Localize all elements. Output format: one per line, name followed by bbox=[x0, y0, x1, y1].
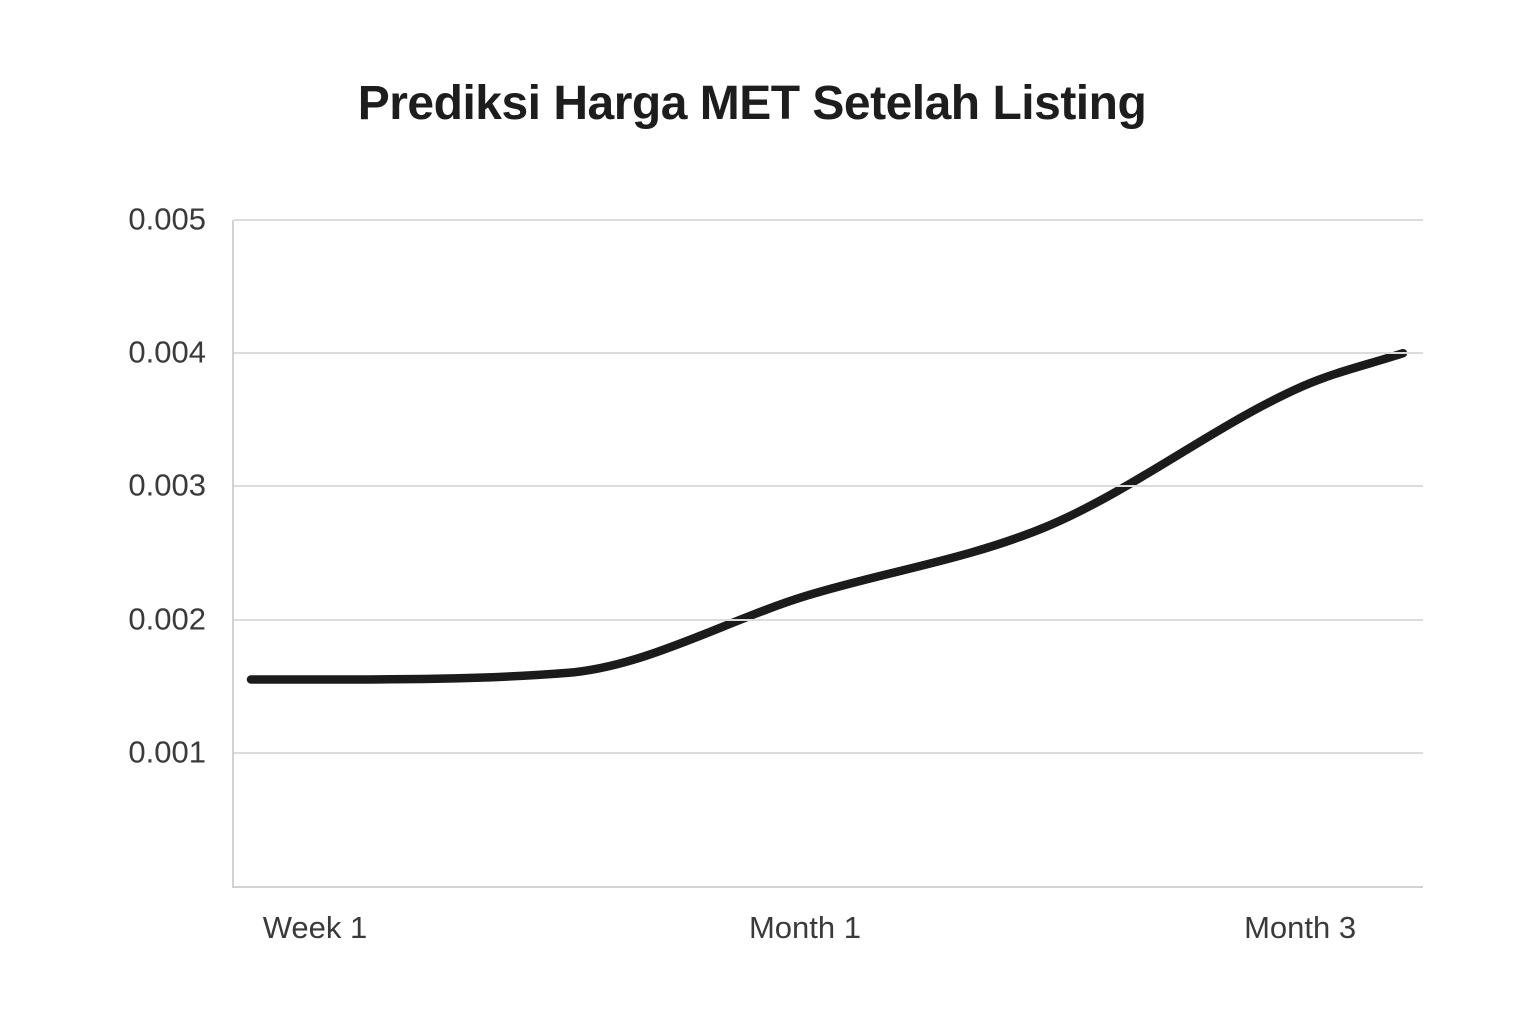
y-tick-label: 0.002 bbox=[128, 600, 206, 636]
y-tick-label: 0.003 bbox=[128, 467, 206, 503]
y-tick-label: 0.004 bbox=[128, 334, 206, 370]
x-tick-label: Week 1 bbox=[262, 910, 368, 945]
y-axis-labels: 0.001 0.002 0.003 0.004 0.005 bbox=[0, 201, 206, 886]
y-tick-label: 0.005 bbox=[128, 201, 206, 237]
y-tick-label: 0.001 bbox=[128, 734, 206, 770]
price-line-svg bbox=[246, 348, 1408, 684]
x-axis-labels: Week 1 Month 1 Month 3 bbox=[232, 888, 1421, 968]
plot-area bbox=[232, 219, 1423, 888]
x-tick-label: Month 3 bbox=[1244, 910, 1357, 945]
x-tick-label: Month 1 bbox=[748, 910, 861, 945]
price-line bbox=[246, 348, 1408, 684]
chart-title: Prediksi Harga MET Setelah Listing bbox=[357, 77, 1147, 130]
